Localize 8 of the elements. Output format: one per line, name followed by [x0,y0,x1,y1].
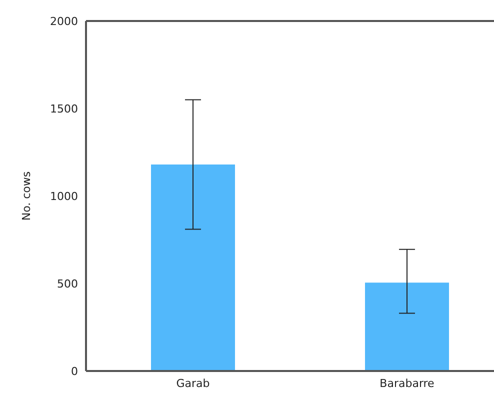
y-tick-label: 500 [57,277,78,290]
y-axis-title: No. cows [20,171,33,221]
y-tick-label: 1000 [50,190,78,203]
y-tick-label: 2000 [50,14,78,28]
y-tick-label: 1500 [50,102,78,116]
y-tick-label: 0 [71,364,78,378]
x-tick-label: Garab [176,376,210,390]
x-tick-label: Barabarre [380,376,435,390]
